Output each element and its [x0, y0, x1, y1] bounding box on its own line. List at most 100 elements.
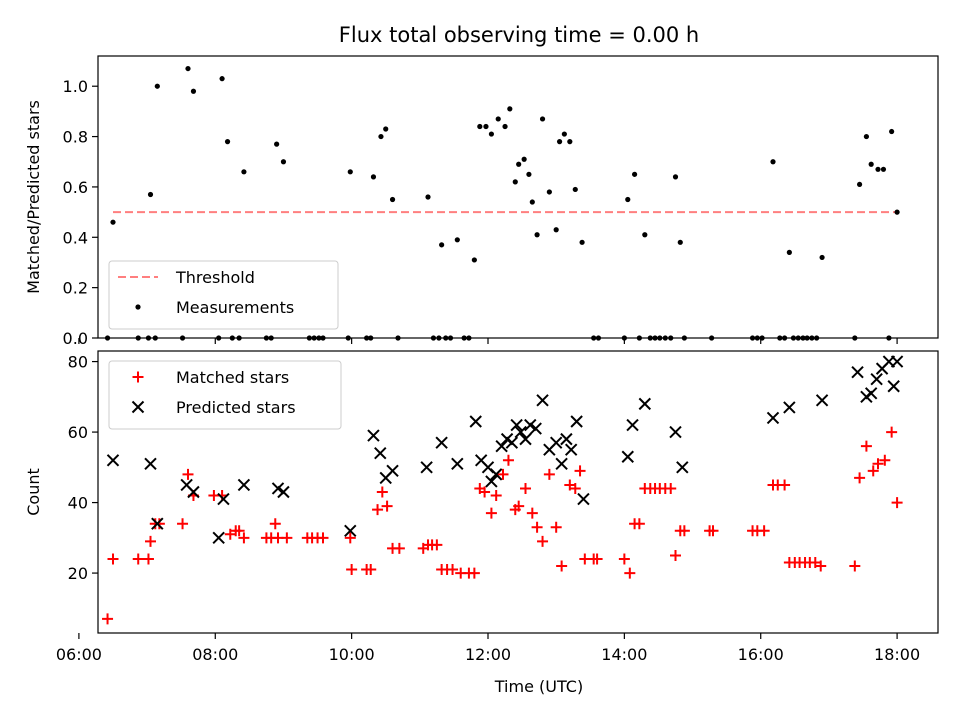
legend: Matched stars Predicted stars: [108, 360, 342, 430]
data-point: [372, 504, 384, 516]
y-tick-label: 0.2: [63, 279, 88, 298]
y-tick-label: 0.4: [63, 228, 88, 247]
data-point: [277, 485, 290, 499]
y-tick-label: 60: [68, 423, 88, 442]
data-point: [534, 232, 540, 238]
data-point: [347, 169, 353, 175]
data-point: [507, 106, 513, 112]
legend-box: [108, 360, 342, 430]
data-point: [151, 517, 164, 530]
x-tick-label: 06:00: [56, 645, 102, 664]
data-point: [144, 457, 157, 471]
data-point: [102, 613, 114, 625]
data-point: [370, 174, 377, 180]
data-point: [217, 492, 230, 506]
series-measurements: [110, 65, 900, 263]
data-point: [574, 465, 586, 477]
data-point: [224, 139, 231, 145]
legend-swatch: [135, 304, 141, 310]
data-point: [856, 181, 863, 188]
data-point: [815, 560, 827, 572]
data-point: [536, 394, 549, 407]
data-point: [669, 425, 682, 439]
data-point: [420, 461, 433, 474]
count-panel: 06:00 08:00 10:00 12:00 14:00 16:00 18:00 20 40 6…: [24, 350, 939, 696]
data-point: [488, 131, 495, 137]
data-point: [879, 454, 891, 466]
data-point: [132, 553, 144, 565]
data-point: [212, 531, 225, 545]
data-point: [317, 532, 329, 544]
data-point: [468, 567, 480, 579]
data-point: [344, 524, 357, 537]
data-point: [572, 186, 578, 193]
axes-frame: [97, 55, 939, 339]
legend-box: [108, 260, 339, 330]
data-point: [142, 553, 154, 565]
data-point: [553, 227, 559, 233]
data-point: [564, 443, 578, 456]
data-point: [524, 418, 537, 432]
data-point: [854, 472, 866, 484]
data-point: [381, 500, 393, 512]
x-tick-label: 14:00: [601, 645, 647, 664]
data-point: [625, 196, 631, 203]
data-point: [529, 199, 535, 205]
legend-label: Matched stars: [176, 368, 289, 387]
x-tick-label: 08:00: [192, 645, 238, 664]
data-point: [376, 486, 388, 498]
legend-swatch: [132, 371, 144, 383]
y-tick-label: 0.8: [63, 128, 88, 147]
y-tick-label: 80: [68, 353, 88, 372]
data-point: [870, 372, 883, 386]
data-point: [177, 518, 189, 530]
data-point: [490, 490, 502, 502]
chart-title: Flux total observing time = 0.00 h: [339, 23, 699, 47]
data-point: [642, 232, 648, 238]
data-point: [344, 532, 356, 544]
x-tick-label: 18:00: [874, 645, 920, 664]
data-point: [526, 171, 532, 177]
data-point: [495, 116, 501, 122]
legend-label: Measurements: [176, 298, 294, 317]
data-point: [477, 123, 483, 130]
legend-label: Threshold: [175, 268, 255, 287]
data-point: [107, 553, 119, 565]
data-point: [537, 535, 549, 547]
data-point: [110, 219, 116, 225]
data-point: [182, 468, 194, 480]
data-point: [510, 418, 523, 432]
data-point: [556, 560, 568, 572]
data-point: [190, 88, 197, 94]
data-point: [502, 454, 514, 466]
legend-swatch: [131, 400, 145, 414]
data-point: [280, 159, 287, 165]
x-tick-label: 16:00: [738, 645, 784, 664]
x-tick-label: 10:00: [329, 645, 375, 664]
data-point: [469, 415, 482, 428]
data-point: [539, 116, 546, 122]
data-point: [425, 194, 431, 200]
data-point: [483, 123, 489, 130]
y-tick-label: 1.0: [63, 77, 88, 96]
data-point: [860, 440, 872, 452]
data-point: [672, 174, 679, 180]
data-point: [707, 525, 719, 537]
data-point: [570, 415, 583, 428]
data-point: [393, 542, 405, 554]
data-point: [451, 457, 464, 471]
data-point: [521, 156, 527, 162]
data-point: [154, 83, 160, 89]
y-tick-label: 0.6: [63, 178, 88, 197]
data-point: [577, 492, 590, 506]
data-point: [386, 464, 399, 478]
data-point: [367, 429, 380, 442]
data-point: [514, 425, 527, 439]
series-predicted-stars: [106, 355, 904, 545]
data-point: [676, 461, 689, 474]
y-axis-label: Matched/Predicted stars: [24, 100, 43, 294]
data-point: [851, 365, 864, 379]
data-point: [560, 432, 573, 446]
data-point: [567, 139, 573, 145]
